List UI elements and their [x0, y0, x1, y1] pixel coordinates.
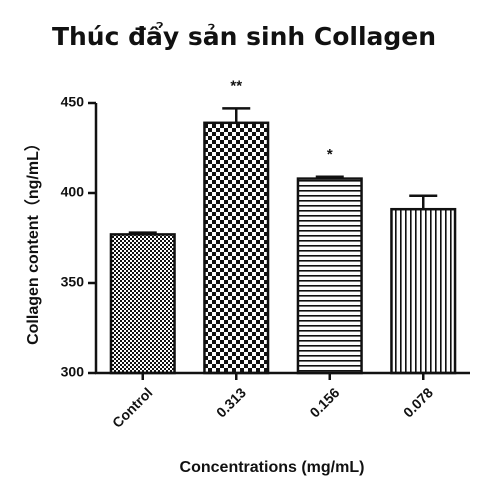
- y-axis-label: Collagen content（ng/mL）: [24, 135, 42, 345]
- significance-label: *: [327, 146, 333, 163]
- x-tick-label: 0.313: [213, 384, 249, 420]
- y-tick-label: 300: [61, 364, 85, 380]
- bar: [296, 177, 363, 375]
- bar: [203, 121, 270, 375]
- x-tick-label: 0.078: [400, 384, 436, 420]
- bar: [390, 207, 457, 375]
- significance-label: **: [230, 77, 242, 94]
- x-tick-label: Control: [109, 384, 156, 431]
- x-axis-label: Concentrations (mg/mL): [180, 459, 365, 476]
- y-tick-label: 400: [61, 184, 85, 200]
- x-tick-label: 0.156: [306, 384, 342, 420]
- chart-title: Thúc đẩy sản sinh Collagen: [52, 21, 436, 51]
- y-tick-label: 450: [61, 94, 85, 110]
- bar: [109, 233, 176, 375]
- y-tick-label: 350: [61, 274, 85, 290]
